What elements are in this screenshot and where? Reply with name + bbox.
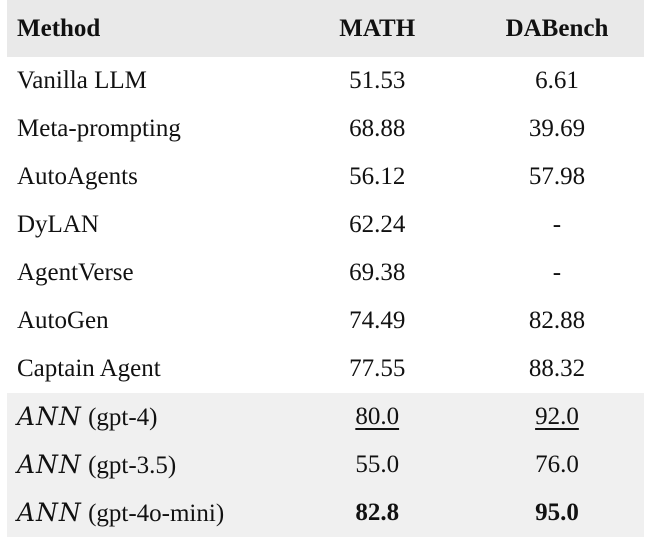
row-method-ours: ANN (gpt-4o-mini) xyxy=(7,489,284,537)
row-dabench-ours: 95.0 xyxy=(470,489,644,537)
math-value: 55.0 xyxy=(355,451,400,478)
row-dabench: 39.69 xyxy=(528,115,586,142)
row-dabench: 82.88 xyxy=(528,307,586,334)
table-row: AutoAgents 56.12 57.98 xyxy=(7,153,644,201)
table-row: DyLAN 62.24 - xyxy=(7,201,644,249)
row-dabench-ours: 76.0 xyxy=(470,441,644,489)
row-dabench: 57.98 xyxy=(528,163,586,190)
math-value: 82.8 xyxy=(355,499,400,526)
header-dabench: DABench xyxy=(505,14,609,42)
row-math-ours: 55.0 xyxy=(284,441,469,489)
dabench-value: 92.0 xyxy=(535,403,579,430)
row-method: DyLAN xyxy=(17,211,99,238)
row-method: AutoGen xyxy=(17,307,109,334)
table-row-ours: ANN (gpt-4) 80.0 92.0 xyxy=(7,393,644,441)
dabench-value: 76.0 xyxy=(535,451,579,478)
row-dabench: 88.32 xyxy=(528,355,586,382)
row-method-ours: ANN (gpt-4) xyxy=(7,393,284,441)
row-dabench: - xyxy=(552,211,562,238)
table-row-ours: ANN (gpt-4o-mini) 82.8 95.0 xyxy=(7,489,644,537)
row-math: 77.55 xyxy=(349,355,406,382)
header-method: Method xyxy=(17,14,101,42)
table-row: Vanilla LLM 51.53 6.61 xyxy=(7,57,644,105)
table-row: AutoGen 74.49 82.88 xyxy=(7,297,644,345)
row-math: 74.49 xyxy=(349,307,406,334)
row-method: Captain Agent xyxy=(17,355,161,382)
row-method: AgentVerse xyxy=(17,259,134,286)
header-math: MATH xyxy=(339,14,416,42)
row-method: AutoAgents xyxy=(17,163,138,190)
math-value: 80.0 xyxy=(355,403,400,430)
method-variant: (gpt-4o-mini) xyxy=(88,500,225,527)
row-math-ours: 80.0 xyxy=(284,393,469,441)
row-method-ours: ANN (gpt-3.5) xyxy=(7,441,284,489)
results-table: Method MATH DABench Vanilla LLM 51.53 6.… xyxy=(7,0,644,537)
row-math: 69.38 xyxy=(349,259,406,286)
method-name-ann: ANN xyxy=(17,498,82,527)
method-name-ann: ANN xyxy=(17,450,82,479)
table-row: AgentVerse 69.38 - xyxy=(7,249,644,297)
row-method: Meta-prompting xyxy=(17,115,181,142)
table-row: Meta-prompting 68.88 39.69 xyxy=(7,105,644,153)
table-row-ours: ANN (gpt-3.5) 55.0 76.0 xyxy=(7,441,644,489)
method-variant: (gpt-3.5) xyxy=(88,452,177,479)
row-dabench: 6.61 xyxy=(535,67,579,94)
row-dabench-ours: 92.0 xyxy=(470,393,644,441)
row-math: 51.53 xyxy=(349,67,406,94)
row-math: 68.88 xyxy=(349,115,406,142)
row-math: 56.12 xyxy=(349,163,406,190)
table-header-row: Method MATH DABench xyxy=(7,0,644,57)
row-method: Vanilla LLM xyxy=(17,67,147,94)
dabench-value: 95.0 xyxy=(535,499,579,526)
table-row: Captain Agent 77.55 88.32 xyxy=(7,345,644,393)
row-math: 62.24 xyxy=(349,211,406,238)
row-dabench: - xyxy=(552,259,562,286)
row-math-ours: 82.8 xyxy=(284,489,469,537)
method-variant: (gpt-4) xyxy=(88,404,158,431)
method-name-ann: ANN xyxy=(17,402,82,431)
